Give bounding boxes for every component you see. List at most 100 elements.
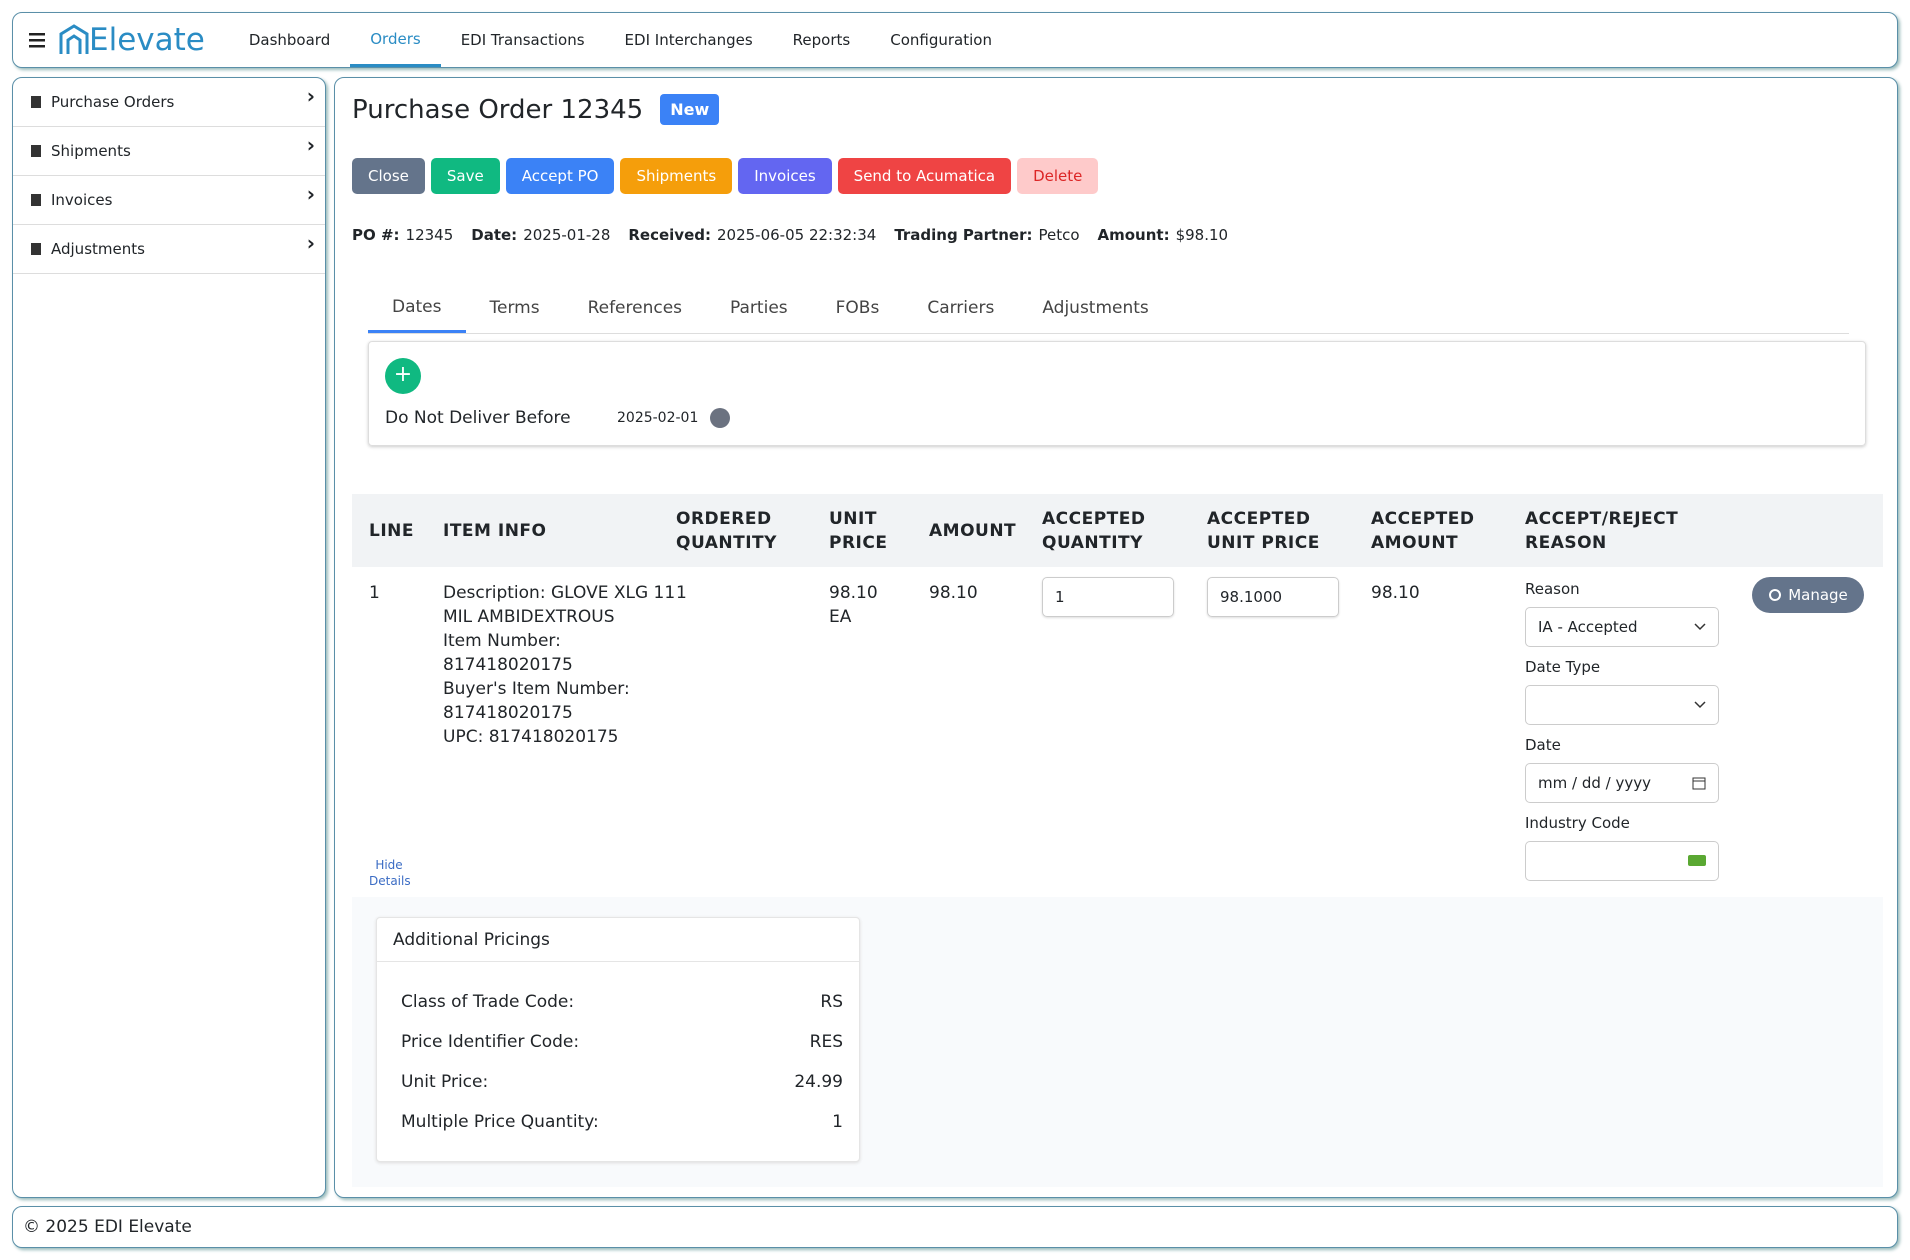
cell-amount: 98.10 — [929, 583, 978, 603]
add-button[interactable]: + — [385, 358, 421, 394]
meta-label: Received: — [628, 226, 711, 244]
column-header: UNIT PRICE — [829, 508, 888, 553]
card-title: Additional Pricings — [377, 918, 859, 962]
select-value: IA - Accepted — [1538, 618, 1638, 636]
hide-details-link[interactable]: Hide Details — [369, 858, 411, 888]
sidebar-item[interactable]: Shipments — [13, 127, 325, 176]
pricing-label: Unit Price: — [401, 1072, 489, 1092]
sidebar: Purchase Orders Shipments Invoices Adjustme… — [12, 77, 326, 1198]
sidebar-label: Purchase Orders — [51, 93, 175, 111]
meta-label: Date: — [471, 226, 518, 244]
industry-code-input[interactable] — [1525, 841, 1719, 881]
chat-icon — [1688, 855, 1706, 866]
field-label: Industry Code — [1525, 814, 1630, 832]
meta-value: $98.10 — [1175, 226, 1229, 244]
edit-button[interactable] — [710, 408, 731, 428]
tab[interactable]: References — [587, 298, 683, 318]
pricing-value: RES — [809, 1032, 843, 1052]
footer: © 2025 EDI Elevate — [12, 1206, 1898, 1248]
menu-icon[interactable] — [29, 32, 47, 48]
gear-icon — [1769, 589, 1782, 601]
button-bar: Close Save Accept PO Shipments Invoices Send … — [352, 158, 1099, 194]
date-type-select[interactable] — [1525, 685, 1719, 725]
cell-accepted-amount: 98.10 — [1371, 583, 1420, 603]
item-info-line: Buyer's Item Number: 817418020175 — [443, 679, 630, 723]
column-header: ITEM INFO — [443, 520, 547, 541]
meta-label: PO #: — [352, 226, 400, 244]
sidebar-icon — [31, 243, 41, 255]
meta-value: 2025-06-05 22:32:34 — [717, 226, 877, 244]
sidebar-item[interactable]: Adjustments — [13, 225, 325, 274]
column-header: ACCEPT/REJECT REASON — [1525, 508, 1679, 553]
meta-item: Amount: $98.10 — [1098, 226, 1229, 244]
manage-button[interactable]: Manage — [1752, 577, 1864, 613]
tabs: Dates Terms References Parties FOBs Carriers A… — [368, 283, 1849, 334]
pricing-label: Multiple Price Quantity: — [401, 1112, 599, 1132]
sidebar-item[interactable]: Purchase Orders — [13, 78, 325, 127]
sidebar-icon — [31, 194, 41, 206]
meta-item: Trading Partner: Petco — [894, 226, 1079, 244]
dates-panel: + Do Not Deliver Before 2025-02-01 — [368, 341, 1866, 446]
field-label: Date Type — [1525, 658, 1601, 676]
additional-pricings: Additional Pricings Class of Trade Code:… — [376, 917, 860, 1162]
column-header: ACCEPTED AMOUNT — [1371, 508, 1475, 553]
nav-item[interactable]: Dashboard — [248, 31, 331, 49]
action-button[interactable]: Shipments — [620, 158, 733, 194]
meta-item: Received: 2025-06-05 22:32:34 — [628, 226, 876, 244]
sidebar-item[interactable]: Invoices — [13, 176, 325, 225]
action-button[interactable]: Save — [430, 158, 500, 194]
nav-item[interactable]: EDI Transactions — [460, 31, 585, 49]
field-label: Reason — [1525, 580, 1580, 598]
date-placeholder: mm / dd / yyyy — [1538, 774, 1651, 792]
details-area: Additional Pricings Class of Trade Code:… — [352, 897, 1883, 1187]
tab[interactable]: Carriers — [927, 298, 995, 318]
logo — [59, 24, 89, 54]
action-button[interactable]: Accept PO — [505, 158, 615, 194]
accepted-unit-price-input[interactable]: 98.1000 — [1207, 577, 1339, 617]
table-row: 1 Description: GLOVE XLG 11 MIL AMBIDEXT… — [352, 567, 1883, 897]
pricing-value: RS — [820, 992, 843, 1012]
sidebar-label: Adjustments — [51, 240, 145, 258]
action-button[interactable]: Send to Acumatica — [837, 158, 1012, 194]
chevron — [1694, 701, 1706, 709]
pricing-label: Price Identifier Code: — [401, 1032, 580, 1052]
action-button[interactable]: Invoices — [738, 158, 832, 194]
meta-item: PO #: 12345 — [352, 226, 453, 244]
tab[interactable]: Dates — [368, 283, 466, 333]
nav-item[interactable]: Reports — [792, 31, 851, 49]
pricing-rows: Class of Trade Code: RS Price Identifier C… — [377, 962, 859, 1142]
column-header: AMOUNT — [929, 520, 1017, 541]
pricing-row: Class of Trade Code: RS — [377, 982, 859, 1022]
item-info-line: UPC: 817418020175 — [443, 727, 619, 747]
tab[interactable]: Adjustments — [1042, 298, 1149, 318]
po-meta: PO #: 12345 Date: 2025-01-28 Received: 2025-0… — [352, 226, 1228, 244]
brand[interactable]: Elevate — [59, 22, 205, 58]
action-button[interactable]: Close — [352, 158, 425, 194]
date-value: 2025-02-01 — [617, 410, 699, 426]
date-input[interactable]: mm / dd / yyyy — [1525, 763, 1719, 803]
meta-value: 12345 — [405, 226, 454, 244]
cell-line: 1 — [369, 583, 380, 603]
tab[interactable]: FOBs — [835, 298, 880, 318]
meta-item: Date: 2025-01-28 — [471, 226, 610, 244]
meta-label: Amount: — [1097, 226, 1170, 244]
nav-items: Dashboard Orders EDI Transactions EDI Inter… — [229, 13, 1012, 67]
column-header: ACCEPTED UNIT PRICE — [1207, 508, 1320, 553]
tab[interactable]: Terms — [489, 298, 540, 318]
action-button[interactable]: Delete — [1017, 158, 1099, 194]
accepted-quantity-input[interactable]: 1 — [1042, 577, 1174, 617]
reason-select[interactable]: IA - Accepted — [1525, 607, 1719, 647]
nav-item[interactable]: EDI Interchanges — [624, 31, 753, 49]
date-row: Do Not Deliver Before 2025-02-01 — [385, 408, 731, 428]
pricing-value: 24.99 — [794, 1072, 843, 1092]
item-info-line: Item Number: 817418020175 — [443, 631, 573, 675]
nav-item[interactable]: Configuration — [890, 31, 992, 49]
nav-item[interactable]: Orders — [350, 13, 441, 67]
tab[interactable]: Parties — [730, 298, 788, 318]
column-header: ORDERED QUANTITY — [676, 508, 777, 553]
pricing-value: 1 — [832, 1112, 843, 1132]
top-nav: Elevate Dashboard Orders EDI Transactions E… — [12, 12, 1898, 68]
date-label: Do Not Deliver Before — [385, 408, 571, 428]
meta-value: Petco — [1038, 226, 1080, 244]
field-label: Date — [1525, 736, 1561, 754]
